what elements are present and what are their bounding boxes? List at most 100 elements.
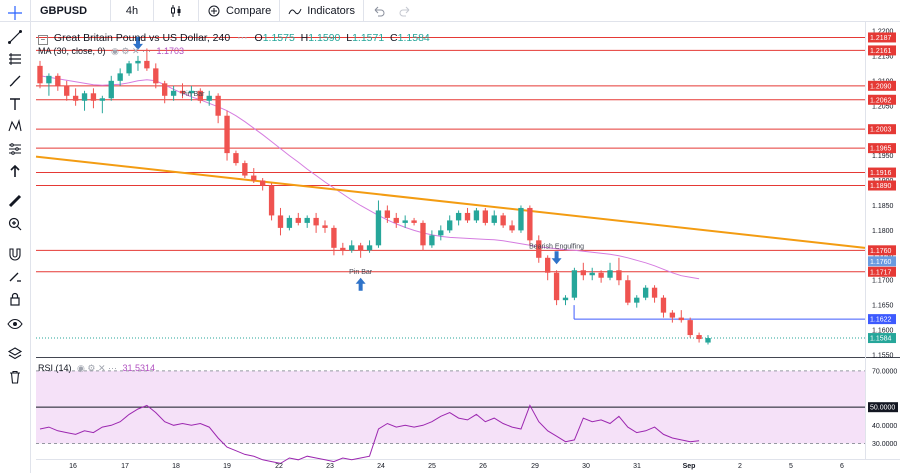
candle-body bbox=[117, 73, 123, 81]
layers-icon[interactable] bbox=[7, 346, 23, 362]
candle-body bbox=[634, 297, 640, 303]
candle bbox=[322, 220, 328, 233]
time-tick-label: 25 bbox=[428, 463, 436, 470]
trendline[interactable] bbox=[35, 155, 866, 249]
trend-line-icon[interactable] bbox=[7, 29, 23, 45]
eye-icon[interactable] bbox=[7, 316, 23, 332]
rsi-legend: RSI (14) ◉ ⚙ ✕ ⋯ 31.5314 bbox=[38, 363, 155, 374]
lock-icon[interactable] bbox=[7, 291, 23, 307]
time-tick-label: 17 bbox=[121, 463, 129, 470]
candle-body bbox=[464, 212, 471, 221]
prediction-icon[interactable] bbox=[7, 141, 23, 157]
candle-body bbox=[46, 75, 52, 84]
series-title: Great Britain Pound vs US Dollar, 240 bbox=[53, 32, 231, 44]
candle-body bbox=[259, 180, 266, 186]
arrow-up-icon[interactable] bbox=[7, 163, 23, 179]
collapse-icon[interactable]: – bbox=[38, 35, 48, 45]
stay-in-drawing-icon[interactable] bbox=[7, 268, 23, 284]
candle bbox=[660, 295, 667, 318]
candle bbox=[384, 205, 391, 223]
price-tag-box bbox=[868, 167, 896, 178]
candle-body bbox=[580, 270, 586, 276]
compare-button[interactable]: Compare bbox=[199, 0, 281, 22]
candle bbox=[669, 310, 676, 323]
candle bbox=[429, 230, 435, 248]
level-price-tag: 1.2062 bbox=[868, 94, 896, 105]
candle-body bbox=[509, 225, 515, 231]
symbol-search[interactable]: GBPUSD bbox=[0, 0, 111, 22]
interval-button[interactable]: 4h bbox=[111, 0, 154, 22]
candle-body bbox=[108, 80, 114, 99]
pattern-icon[interactable] bbox=[7, 118, 23, 134]
down-arrow-icon bbox=[551, 251, 562, 265]
text-icon[interactable] bbox=[7, 96, 23, 112]
price-tag-label: 1.1965 bbox=[870, 146, 892, 153]
rsi-controls-icon[interactable]: ◉ ⚙ ✕ ⋯ bbox=[77, 363, 117, 373]
candle-body bbox=[438, 230, 444, 236]
time-axis[interactable]: 16 17 18 19 22 23 24 25 26 29 30 31 Sep 2 5 6 bbox=[69, 463, 844, 470]
candle-body bbox=[295, 217, 301, 223]
level-price-tag: 1.2187 bbox=[868, 32, 896, 43]
candle bbox=[224, 110, 230, 161]
candle bbox=[90, 88, 97, 109]
redo-icon[interactable] bbox=[398, 4, 412, 18]
time-tick-label: 2 bbox=[738, 463, 742, 470]
candle bbox=[46, 73, 52, 96]
candle-body bbox=[705, 338, 711, 343]
open-value: 1.1575 bbox=[262, 32, 295, 44]
zoom-in-icon[interactable] bbox=[7, 216, 23, 232]
candle-body bbox=[384, 210, 391, 218]
crosshair-icon[interactable] bbox=[7, 5, 23, 21]
candle-body bbox=[429, 235, 435, 246]
ma-controls-icon[interactable]: ◉ ⚙ ✕ ⋯ bbox=[111, 46, 152, 56]
price-axis[interactable]: 1.22001.21501.21001.20501.20001.19501.19… bbox=[872, 28, 897, 448]
candle bbox=[482, 207, 489, 226]
candle-body bbox=[545, 257, 551, 273]
candle bbox=[135, 55, 141, 71]
candles-icon bbox=[171, 4, 181, 17]
candle bbox=[687, 317, 693, 338]
candle bbox=[366, 240, 373, 253]
candle-body bbox=[366, 245, 373, 251]
candle bbox=[108, 75, 114, 101]
support-price-tag: 1.1622 bbox=[868, 314, 896, 325]
magnet-icon[interactable] bbox=[7, 246, 23, 262]
ruler-icon[interactable] bbox=[7, 193, 23, 209]
candle bbox=[420, 220, 426, 251]
time-tick-label: 19 bbox=[223, 463, 231, 470]
pattern-label: Bearish Engulfing bbox=[529, 243, 584, 250]
trash-icon[interactable] bbox=[7, 369, 23, 385]
candle bbox=[277, 207, 284, 236]
legend-controls-icon[interactable]: ⋯ bbox=[237, 32, 248, 44]
pitchfork-icon[interactable] bbox=[7, 51, 23, 67]
candle bbox=[72, 88, 79, 106]
chart-style-button[interactable] bbox=[154, 0, 199, 22]
time-tick-label: 6 bbox=[840, 463, 844, 470]
rsi-tick-label: 40.0000 bbox=[872, 423, 897, 430]
candle-body bbox=[669, 312, 676, 318]
candle bbox=[455, 210, 462, 226]
candle-body bbox=[447, 220, 453, 231]
candle-body bbox=[402, 220, 408, 223]
indicators-button[interactable]: Indicators bbox=[280, 0, 364, 22]
candle bbox=[562, 295, 569, 306]
brush-icon[interactable] bbox=[7, 73, 23, 89]
candle bbox=[705, 335, 711, 345]
candle bbox=[402, 215, 408, 228]
candle-body bbox=[482, 210, 489, 223]
candle bbox=[349, 240, 355, 253]
candle-body bbox=[224, 115, 230, 154]
candle-body bbox=[411, 220, 417, 223]
rsi-pane bbox=[36, 22, 900, 460]
ma-line bbox=[39, 75, 700, 280]
candle-body bbox=[268, 185, 275, 216]
candle bbox=[64, 80, 70, 101]
candle bbox=[545, 255, 551, 281]
top-toolbar: GBPUSD 4h Compare Indicators bbox=[0, 0, 900, 22]
undo-icon[interactable] bbox=[372, 4, 386, 18]
price-tag-box bbox=[868, 180, 896, 191]
high-label: H bbox=[300, 32, 309, 44]
candle-body bbox=[331, 227, 337, 248]
price-tag-box bbox=[868, 80, 896, 91]
